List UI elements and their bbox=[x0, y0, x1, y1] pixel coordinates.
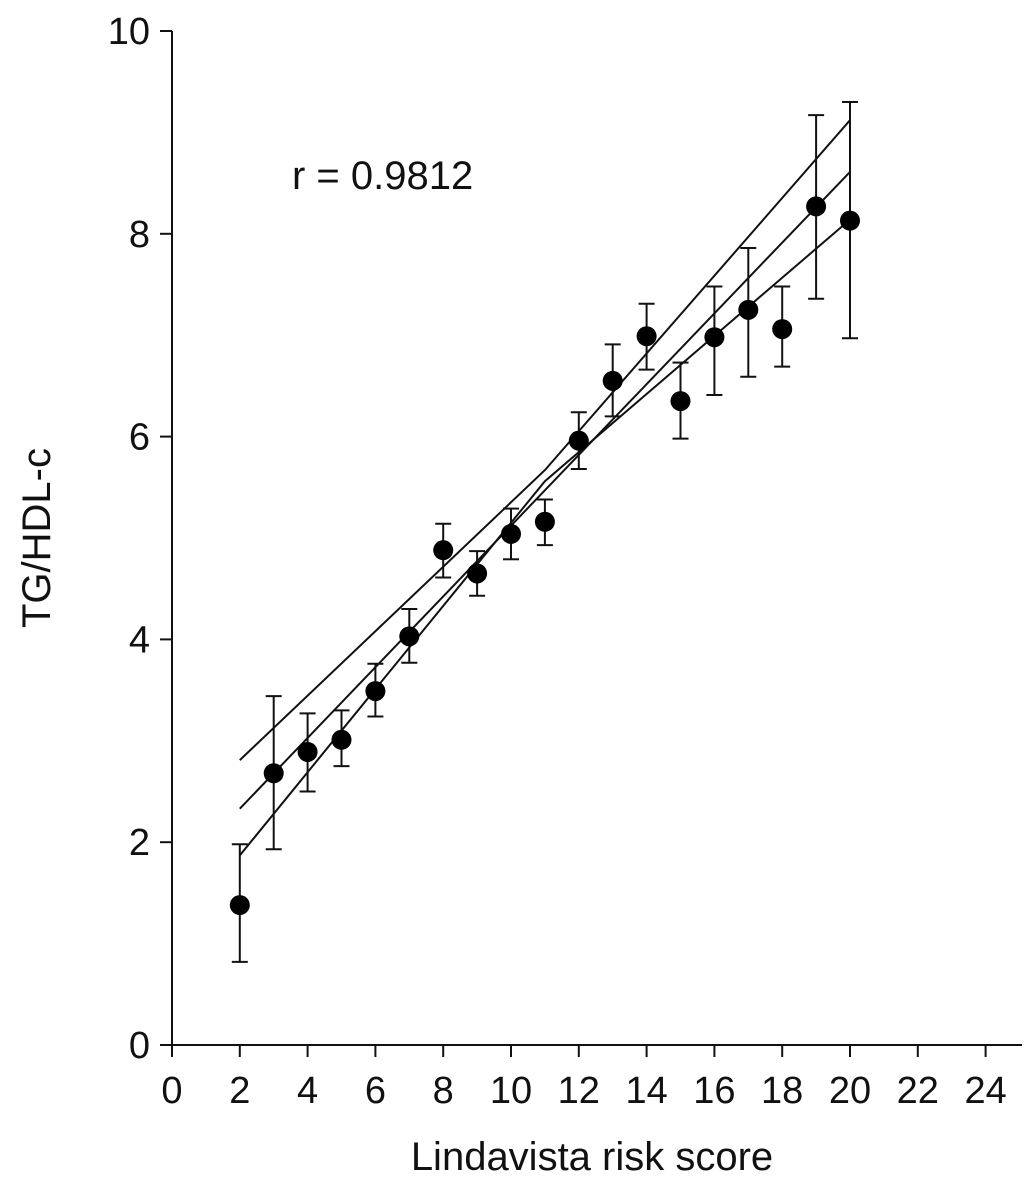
y-tick-label: 8 bbox=[129, 214, 150, 256]
y-tick-label: 4 bbox=[129, 619, 150, 661]
y-tick-label: 0 bbox=[129, 1025, 150, 1067]
y-tick-label: 2 bbox=[129, 822, 150, 864]
data-point bbox=[399, 626, 420, 647]
data-point bbox=[534, 511, 555, 532]
x-tick-label: 24 bbox=[964, 1070, 1006, 1112]
x-tick-label: 20 bbox=[829, 1070, 871, 1112]
x-tick-label: 4 bbox=[297, 1070, 318, 1112]
data-point bbox=[772, 319, 793, 340]
x-tick-label: 16 bbox=[693, 1070, 735, 1112]
x-axis-title: Lindavista risk score bbox=[411, 1135, 773, 1179]
y-axis-title: TG/HDL-c bbox=[15, 448, 59, 628]
data-point bbox=[501, 523, 521, 544]
data-point bbox=[670, 391, 691, 412]
regression-lines bbox=[239, 119, 851, 857]
x-axis-ticks: 0 2 4 6 8 10 12 14 16 18 20 22 24 bbox=[161, 1045, 1007, 1112]
data-point bbox=[806, 196, 827, 217]
data-point bbox=[331, 729, 352, 750]
x-tick-label: 14 bbox=[625, 1070, 667, 1112]
y-tick-label: 6 bbox=[129, 417, 150, 459]
y-axis-ticks: 0 2 4 6 8 10 bbox=[108, 11, 172, 1067]
data-point bbox=[263, 763, 284, 784]
correlation-annotation: r = 0.9812 bbox=[292, 154, 473, 198]
x-tick-label: 0 bbox=[161, 1070, 182, 1112]
data-point bbox=[602, 370, 623, 391]
y-tick-label: 10 bbox=[108, 11, 150, 53]
x-tick-label: 10 bbox=[490, 1070, 532, 1112]
data-point bbox=[229, 895, 250, 916]
data-points bbox=[229, 196, 860, 916]
x-tick-label: 8 bbox=[433, 1070, 454, 1112]
data-point bbox=[738, 299, 759, 320]
error-bars bbox=[231, 100, 858, 963]
x-tick-label: 22 bbox=[897, 1070, 939, 1112]
data-point bbox=[433, 540, 454, 561]
regression-line bbox=[239, 171, 851, 810]
data-point bbox=[568, 430, 589, 451]
x-tick-label: 12 bbox=[558, 1070, 600, 1112]
data-point bbox=[704, 327, 725, 348]
data-point bbox=[467, 563, 488, 584]
data-point bbox=[297, 741, 318, 762]
x-tick-label: 18 bbox=[761, 1070, 803, 1112]
data-point bbox=[636, 326, 657, 347]
x-tick-label: 6 bbox=[365, 1070, 386, 1112]
data-point bbox=[365, 681, 386, 702]
data-point bbox=[840, 210, 860, 231]
x-tick-label: 2 bbox=[229, 1070, 250, 1112]
axes bbox=[171, 31, 1022, 1046]
upper-confidence-line bbox=[239, 119, 851, 761]
